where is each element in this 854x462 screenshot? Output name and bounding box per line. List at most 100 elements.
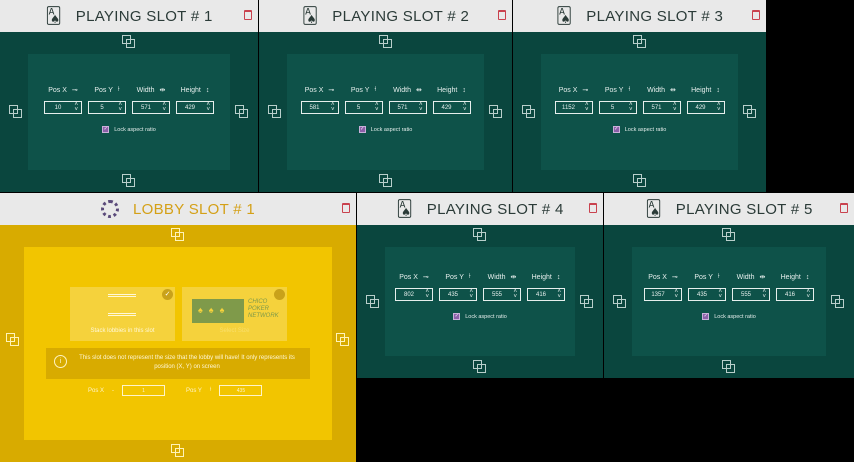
width-input[interactable]: 555 ˄ ˅ [732,288,770,301]
pos_y-input[interactable]: 5 ˄ ˅ [344,101,383,114]
bottom-duplicate-icon[interactable] [378,174,393,188]
playing-slot-2: 🂡 PLAYING SLOT # 2 Pos X ⊸ 581 ˄ ˅ Pos Y ⍿ 5 ˄ ˅ W… [259,0,512,192]
width-icon: ⇹ [670,87,676,94]
spinner-icon[interactable]: ˄ ˅ [557,289,561,300]
right-duplicate-icon[interactable] [235,105,249,119]
top-duplicate-icon[interactable] [378,35,393,49]
pos_x-group: Pos X ⊸ 1152 ˄ ˅ [554,85,593,114]
spinner-icon[interactable]: ˄ ˅ [674,289,678,300]
left-duplicate-icon[interactable] [268,105,282,119]
slot-title: PLAYING SLOT # 1 [75,7,213,25]
left-duplicate-icon[interactable] [613,294,627,309]
pos_x-input[interactable]: 1357 ˄ ˅ [644,288,682,301]
left-duplicate-icon[interactable] [6,333,20,347]
pos_x-input[interactable]: 10 ˄ ˅ [44,101,82,114]
spinner-icon[interactable]: ˄ ˅ [716,102,721,113]
trash-icon[interactable] [752,10,760,20]
pos_y-label: Pos Y [445,273,464,281]
pos_y-input[interactable]: 435 ˄ ˅ [688,288,726,301]
pos-x-icon: ⊸ [582,87,589,94]
lock-aspect-checkbox[interactable]: ✓ [453,313,461,320]
pos-y-icon: ⍿ [628,86,631,93]
height-input[interactable]: 429 ˄ ˅ [686,101,725,114]
spinner-icon[interactable]: ˄ ˅ [584,102,589,113]
lock-aspect-checkbox[interactable]: ✓ [102,126,110,133]
top-duplicate-icon[interactable] [632,35,647,49]
spinner-icon[interactable]: ˄ ˅ [762,289,766,300]
pos_y-input[interactable]: 5 ˄ ˅ [88,101,126,114]
right-duplicate-icon[interactable] [743,105,757,119]
height-label: Height [780,273,801,281]
top-duplicate-icon[interactable] [473,228,487,242]
bottom-duplicate-icon[interactable] [171,444,185,458]
lock-aspect-checkbox[interactable]: ✓ [358,126,366,133]
pos_x-input[interactable]: 802 ˄ ˅ [395,288,433,301]
spinner-icon[interactable]: ˄ ˅ [374,102,379,113]
right-duplicate-icon[interactable] [580,294,594,309]
width-input[interactable]: 571 ˄ ˅ [388,101,427,114]
spinner-icon[interactable]: ˄ ˅ [469,289,473,300]
height-input[interactable]: 416 ˄ ˅ [527,288,565,301]
spinner-icon[interactable]: ˄ ˅ [462,102,467,113]
height-input[interactable]: 429 ˄ ˅ [176,101,214,114]
spinner-icon[interactable]: ˄ ˅ [330,102,335,113]
lobby-slot-1: LOBBY SLOT # 1 ✓ Stack lobbies in this s… [0,193,356,462]
bottom-duplicate-icon[interactable] [473,360,487,374]
spinner-icon[interactable]: ˄ ˅ [74,102,78,113]
pos_y-input[interactable]: 435 ˄ ˅ [439,288,477,301]
stack-lobbies-option[interactable]: ✓ Stack lobbies in this slot [70,287,175,341]
top-duplicate-icon[interactable] [171,228,185,242]
right-duplicate-icon[interactable] [831,294,845,309]
height-group: Height ↕ 416 ˄ ˅ [527,272,565,301]
spinner-icon[interactable]: ˄ ˅ [628,102,633,113]
trash-icon[interactable] [244,10,252,20]
spinner-icon[interactable]: ˄ ˅ [162,102,166,113]
bottom-duplicate-icon[interactable] [122,174,136,188]
lock-aspect-checkbox[interactable]: ✓ [702,313,710,320]
pos_x-input[interactable]: 581 ˄ ˅ [300,101,339,114]
spinner-icon[interactable]: ˄ ˅ [806,289,810,300]
top-duplicate-icon[interactable] [722,228,736,242]
spinner-icon[interactable]: ˄ ˅ [718,289,722,300]
trash-icon[interactable] [840,203,848,213]
width-input[interactable]: 555 ˄ ˅ [483,288,521,301]
pos-y-icon: ⍿ [117,86,120,93]
pos_x-group: Pos X ⊸ 581 ˄ ˅ [300,85,339,114]
spinner-icon[interactable]: ˄ ˅ [418,102,423,113]
trash-icon[interactable] [589,203,597,213]
unselected-radio-icon [274,289,285,300]
bottom-duplicate-icon[interactable] [632,174,647,188]
height-input[interactable]: 429 ˄ ˅ [432,101,471,114]
bottom-duplicate-icon[interactable] [722,360,736,374]
spinner-icon[interactable]: ˄ ˅ [118,102,122,113]
network-option[interactable]: ♠♠♠ CHICO POKER NETWORK Select Size [182,287,287,341]
width-group: Width ⇹ 571 ˄ ˅ [132,85,170,114]
slot-title: PLAYING SLOT # 3 [586,7,724,25]
left-duplicate-icon[interactable] [366,294,380,309]
width-label: Width [647,86,666,94]
right-duplicate-icon[interactable] [489,105,503,119]
lobby-pos-y-input[interactable]: 435 [219,385,263,396]
spinner-icon[interactable]: ˄ ˅ [513,289,517,300]
top-duplicate-icon[interactable] [122,35,136,49]
trash-icon[interactable] [342,203,350,213]
lobby-pos-x-input[interactable]: 1 [122,385,166,396]
pos_y-input[interactable]: 5 ˄ ˅ [598,101,637,114]
trash-icon[interactable] [498,10,506,20]
height-input[interactable]: 416 ˄ ˅ [776,288,814,301]
right-duplicate-icon[interactable] [336,333,350,347]
left-duplicate-icon[interactable] [522,105,536,119]
lock-aspect-checkbox[interactable]: ✓ [612,126,620,133]
pos_x-input[interactable]: 1152 ˄ ˅ [554,101,593,114]
spinner-icon[interactable]: ˄ ˅ [206,102,210,113]
width-input[interactable]: 571 ˄ ˅ [642,101,681,114]
playing-cards-icon: 🂡 [645,201,662,218]
width-group: Width ⇹ 571 ˄ ˅ [388,85,427,114]
left-duplicate-icon[interactable] [9,105,23,119]
spinner-icon[interactable]: ˄ ˅ [672,102,677,113]
playing-slot-1: 🂡 PLAYING SLOT # 1 Pos X ⊸ 10 ˄ ˅ Pos Y ⍿ 5 ˄ ˅ Wi… [0,0,258,192]
width-input[interactable]: 571 ˄ ˅ [132,101,170,114]
pos-y-icon: ⍿ [209,387,212,393]
spinner-icon[interactable]: ˄ ˅ [425,289,429,300]
pos-x-icon: ⊸ [71,87,78,94]
